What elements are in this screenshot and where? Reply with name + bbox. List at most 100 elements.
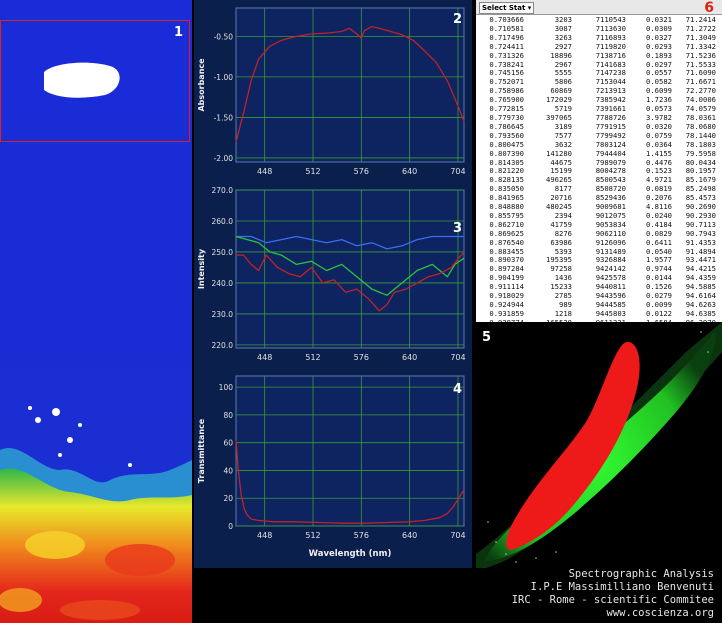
stats-cell-count: 1218 bbox=[554, 308, 572, 318]
stats-row: 0.758986 60869 7213913 0.6099 72.2770 bbox=[478, 86, 716, 96]
stats-cell-cumulative-count: 9131489 bbox=[595, 246, 626, 256]
stats-cell-count: 5393 bbox=[554, 246, 572, 256]
stats-cell-bin-value: 0.835050 bbox=[489, 184, 524, 194]
stats-cell-cumulative-count: 9611331 bbox=[572, 318, 626, 322]
stats-cell-cumulative-percent: 72.2770 bbox=[685, 86, 716, 96]
stats-cell-percent: 0.0309 bbox=[646, 23, 672, 33]
y-tick-label: -1.50 bbox=[214, 113, 234, 122]
stats-cell-count: 20716 bbox=[550, 193, 572, 203]
stats-cell-cumulative-percent: 78.1440 bbox=[685, 130, 716, 140]
stats-cell-cumulative-count: 7944404 bbox=[595, 148, 626, 158]
stats-cell-bin-value: 0.752071 bbox=[489, 77, 524, 87]
panel-2-label: 2 bbox=[452, 12, 462, 27]
stats-cell-cumulative-percent: 90.2930 bbox=[685, 210, 716, 220]
x-tick-label: 576 bbox=[354, 353, 369, 362]
stats-cell-bin-value: 0.918029 bbox=[489, 291, 524, 301]
stats-cell-bin-value: 0.717496 bbox=[489, 32, 524, 42]
select-stat-dropdown[interactable]: Select Stat ▾ bbox=[479, 2, 535, 14]
stats-cell-cumulative-percent: 71.6671 bbox=[685, 77, 716, 87]
stats-cell-bin-value: 0.745156 bbox=[489, 68, 524, 78]
stats-cell-cumulative-count: 8529436 bbox=[595, 193, 626, 203]
credits-block: Spectrographic Analysis I.P.E Massimilli… bbox=[444, 568, 722, 623]
stats-cell-percent: 0.0144 bbox=[646, 273, 672, 283]
stats-cell-bin-value: 0.897284 bbox=[489, 264, 524, 274]
stats-cell-cumulative-percent: 74.0579 bbox=[685, 104, 716, 114]
stats-row: 0.752071 5806 7153044 0.0582 71.6671 bbox=[478, 77, 716, 87]
stats-cell-bin-value: 0.800475 bbox=[489, 139, 524, 149]
stats-cell-cumulative-percent: 78.0361 bbox=[685, 112, 716, 122]
stats-cell-percent: 0.0582 bbox=[646, 77, 672, 87]
series-line-1 bbox=[235, 235, 465, 296]
stats-cell-count: 3189 bbox=[554, 121, 572, 131]
stats-cell-cumulative-count: 7110543 bbox=[595, 15, 626, 24]
x-tick-label: 448 bbox=[257, 167, 272, 176]
stats-cell-cumulative-percent: 78.1803 bbox=[685, 139, 716, 149]
stats-cell-bin-value: 0.821220 bbox=[489, 166, 524, 176]
thermal-image-panel: 1 bbox=[0, 0, 192, 623]
stats-cell-cumulative-percent: 94.4215 bbox=[685, 264, 716, 274]
stats-row: 0.814305 44675 7989079 0.4476 80.0434 bbox=[478, 157, 716, 168]
stats-cell-count: 2785 bbox=[554, 291, 572, 301]
stats-row: 0.931859 1218 9445803 0.0122 94.6385 bbox=[478, 308, 716, 319]
series-line-0 bbox=[235, 439, 465, 524]
stats-cell-cumulative-percent: 85.4573 bbox=[685, 193, 716, 203]
stats-row: 0.772815 5719 7391661 0.0573 74.0579 bbox=[478, 104, 716, 114]
y-tick-label: -1.00 bbox=[214, 73, 234, 82]
stats-cell-bin-value: 0.814305 bbox=[489, 157, 524, 167]
stats-cell-percent: 1.7236 bbox=[646, 95, 672, 105]
y-axis-label: Absorbance bbox=[197, 58, 206, 112]
stats-cell-bin-value: 0.924944 bbox=[489, 300, 524, 309]
stats-cell-bin-value: 0.841965 bbox=[489, 193, 524, 203]
stats-row: 0.924944 989 9444585 0.0099 94.6263 bbox=[478, 300, 716, 310]
credit-website[interactable]: www.coscienza.org bbox=[606, 607, 714, 619]
stats-cell-count: 2967 bbox=[554, 59, 572, 69]
stats-row: 0.869625 8276 9062110 0.0829 90.7943 bbox=[478, 228, 716, 239]
stats-cell-bin-value: 0.786645 bbox=[489, 121, 524, 131]
x-tick-label: 512 bbox=[305, 353, 320, 362]
stats-cell-count: 60869 bbox=[550, 86, 572, 96]
stats-cell-bin-value: 0.765900 bbox=[489, 95, 524, 105]
stats-cell-cumulative-percent: 90.7113 bbox=[685, 219, 716, 229]
stat-toolbar: Select Stat ▾ 6 bbox=[476, 0, 722, 16]
stats-cell-bin-value: 0.703666 bbox=[489, 15, 524, 24]
stats-cell-percent: 0.2076 bbox=[646, 193, 672, 203]
stats-cell-cumulative-count: 7213913 bbox=[595, 86, 626, 96]
y-tick-label: 80 bbox=[223, 411, 233, 420]
stats-cell-cumulative-percent: 91.4894 bbox=[685, 246, 716, 256]
stats-cell-percent: 3.9782 bbox=[646, 112, 672, 122]
stats-cell-bin-value: 0.731326 bbox=[489, 50, 524, 60]
x-tick-label: 704 bbox=[450, 167, 465, 176]
y-tick-label: 270.0 bbox=[212, 186, 234, 195]
stats-cell-count: 397065 bbox=[546, 112, 572, 122]
stats-row: 0.828135 496265 8500543 4.9721 85.1679 bbox=[478, 175, 716, 185]
stats-cell-cumulative-count: 7147238 bbox=[595, 68, 626, 78]
y-axis-label: Transmittance bbox=[197, 418, 206, 483]
stats-cell-cumulative-count: 7141683 bbox=[595, 59, 626, 69]
stats-cell-cumulative-percent: 79.5958 bbox=[685, 148, 716, 158]
stats-cell-bin-value: 0.883455 bbox=[489, 246, 524, 256]
y-tick-label: 40 bbox=[223, 466, 233, 475]
intensity-chart-panel: 448 512 576 640 704 270.0 260.0 250.0 240.0 230.0… bbox=[192, 186, 474, 372]
stats-cell-cumulative-percent: 85.1679 bbox=[685, 175, 716, 185]
stats-cell-cumulative-percent: 94.6164 bbox=[685, 291, 716, 301]
stats-cell-cumulative-percent: 90.7943 bbox=[685, 228, 716, 238]
transmittance-chart-panel: 448 512 576 640 704 100 80 60 40 20 0 Transmittance… bbox=[192, 372, 474, 568]
y-axis-label: Intensity bbox=[197, 248, 206, 289]
stats-cell-percent: 0.4184 bbox=[646, 219, 672, 229]
stats-cell-cumulative-count: 7791915 bbox=[595, 121, 626, 131]
stats-cell-percent: 0.1893 bbox=[646, 50, 672, 60]
stats-cell-count: 8177 bbox=[554, 184, 572, 194]
stats-cell-cumulative-percent: 85.2498 bbox=[685, 184, 716, 194]
stats-cell-cumulative-count: 9062110 bbox=[595, 228, 626, 238]
stats-cell-cumulative-count: 9444585 bbox=[595, 300, 626, 309]
x-tick-label: 512 bbox=[305, 531, 320, 540]
credit-title: Spectrographic Analysis bbox=[568, 568, 714, 580]
stats-row: 0.855795 2394 9012075 0.0240 90.2930 bbox=[478, 210, 716, 221]
selection-rectangle[interactable] bbox=[0, 20, 190, 142]
stats-cell-cumulative-percent: 96.2970 bbox=[672, 318, 716, 322]
stats-cell-percent: 0.0240 bbox=[646, 210, 672, 220]
stats-cell-count: 2394 bbox=[554, 210, 572, 220]
stats-cell-count: 15199 bbox=[550, 166, 572, 176]
panel-3-label: 3 bbox=[452, 221, 462, 236]
x-tick-label: 448 bbox=[257, 531, 272, 540]
